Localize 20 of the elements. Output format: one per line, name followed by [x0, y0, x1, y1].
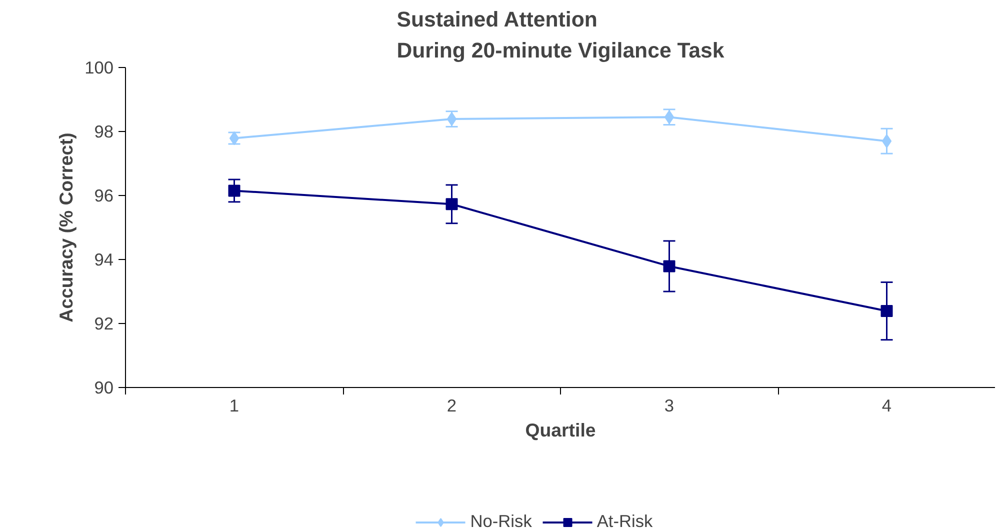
- x-tick-label: 2: [446, 396, 457, 416]
- y-tick-label: 92: [94, 314, 114, 334]
- point: [228, 184, 240, 197]
- x-tick-label: 3: [664, 396, 674, 416]
- y-tick-label: 94: [94, 250, 114, 270]
- x-tick-label: 4: [882, 396, 892, 416]
- point: [880, 305, 893, 318]
- y-tick-label: 98: [94, 122, 114, 142]
- y-tick-label: 96: [94, 186, 114, 206]
- y-tick-label: 90: [94, 378, 114, 398]
- point: [882, 134, 892, 148]
- x-tick-label: 1: [229, 396, 240, 416]
- point: [663, 260, 676, 272]
- legend-label: No-Risk: [470, 511, 532, 529]
- point: [446, 198, 458, 210]
- y-tick-label: 100: [84, 58, 114, 78]
- x-axis-title: Quartile: [525, 420, 596, 440]
- y-axis-title: Accuracy (% Correct): [56, 132, 77, 322]
- chart-title: Sustained Attention During 20-minute Vigilance Task: [396, 7, 724, 62]
- legend-label: At-Risk: [596, 511, 653, 529]
